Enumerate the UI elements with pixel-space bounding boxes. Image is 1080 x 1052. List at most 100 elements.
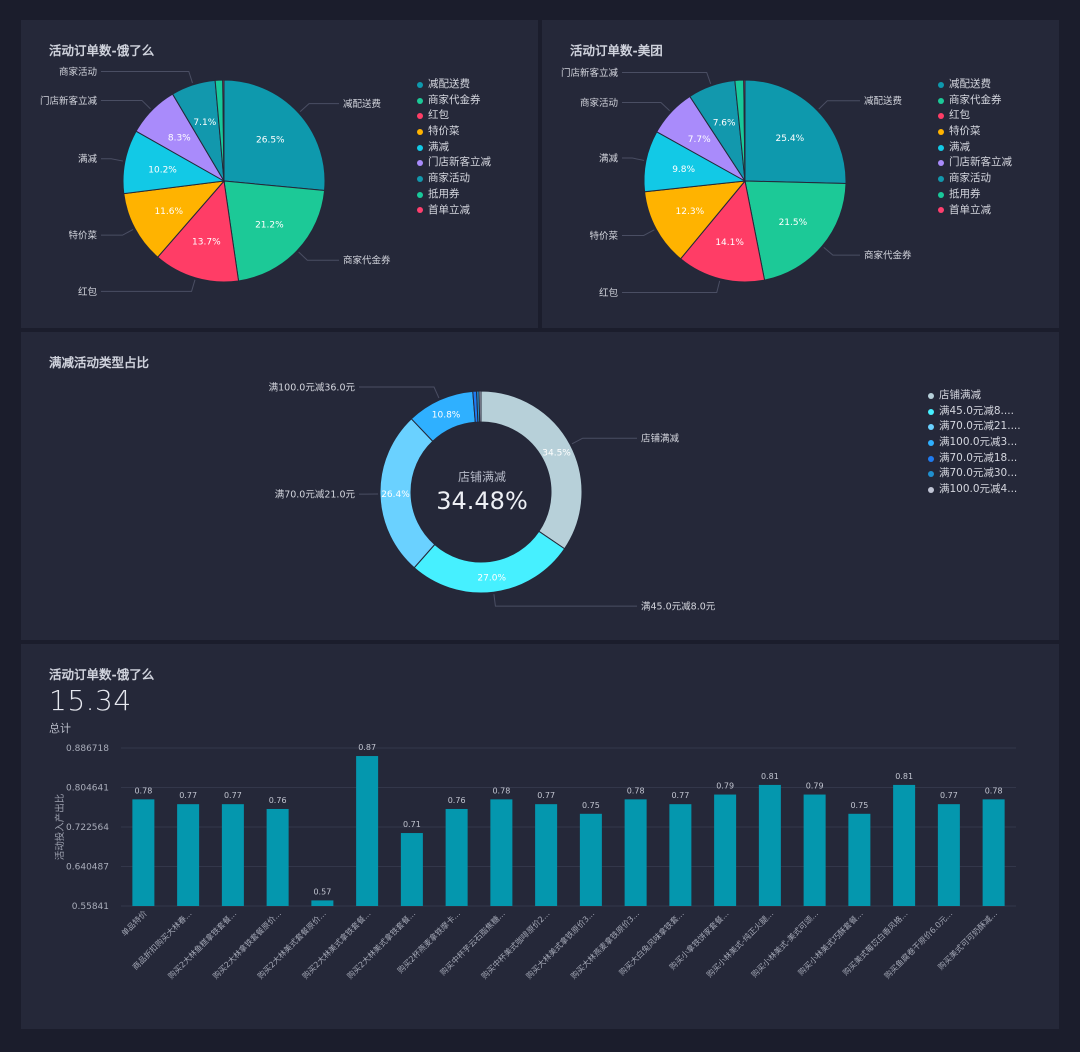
slice-value-label: 27.0% (477, 573, 506, 583)
bar (177, 804, 200, 906)
legend-item[interactable]: 红包 (938, 108, 1012, 124)
legend-item[interactable]: 商家活动 (938, 171, 1012, 187)
legend-label: 门店新客立减 (949, 156, 1012, 169)
slice-value-label: 25.4% (776, 134, 805, 144)
slice-category-label: 特价菜 (589, 230, 618, 242)
panel-eleme-pie: 活动订单数-饿了么 26.5% 减配送费 21.2% 商家代金券 13.7% 红包 11.6… (21, 20, 538, 328)
bar (266, 808, 289, 906)
label-leader-line (823, 247, 860, 256)
pie-slice (679, 179, 766, 283)
bar (356, 756, 379, 906)
legend-label: 满70.0元减30... (939, 467, 1018, 480)
bar-value-label: 0.77 (224, 791, 242, 800)
legend-item[interactable]: 满减 (417, 140, 491, 156)
label-leader-line (622, 157, 645, 161)
legend-item[interactable]: 抵用券 (417, 187, 491, 203)
legend-marker (938, 207, 944, 214)
label-leader-line (622, 102, 671, 112)
legend-item[interactable]: 满70.0元减30... (928, 466, 1021, 482)
legend-item[interactable]: 满70.0元减18... (928, 451, 1021, 467)
legend-marker (417, 191, 423, 198)
bar-value-label: 0.75 (582, 801, 600, 810)
bar (758, 784, 781, 906)
legend-label: 红包 (949, 109, 970, 122)
legend-marker (417, 207, 423, 214)
legend-label: 门店新客立减 (428, 156, 491, 169)
panel-title: 活动订单数-美团 (570, 43, 663, 58)
y-tick-label: 0.640487 (66, 863, 109, 873)
legend-label: 满70.0元减18... (939, 451, 1018, 464)
legend-item[interactable]: 特价菜 (938, 124, 1012, 140)
legend-label: 减配送费 (949, 78, 991, 90)
bar-value-label: 0.76 (269, 796, 287, 805)
legend-marker (928, 424, 934, 431)
legend-marker (928, 392, 934, 399)
slice-category-label: 满减 (599, 153, 619, 165)
legend-label: 特价菜 (428, 125, 460, 138)
legend-item[interactable]: 红包 (417, 108, 491, 124)
slice-category-label: 红包 (78, 286, 98, 298)
bar (669, 804, 692, 906)
legend-marker (938, 128, 944, 135)
legend-item[interactable]: 特价菜 (417, 124, 491, 140)
legend-item[interactable]: 抵用券 (938, 187, 1012, 203)
legend-marker (417, 128, 423, 135)
bar-value-label: 0.71 (403, 820, 421, 829)
legend-item[interactable]: 满100.0元减3... (928, 435, 1021, 451)
slice-value-label: 26.5% (256, 135, 285, 145)
bar (579, 813, 602, 906)
legend-marker (938, 160, 944, 167)
pie-slice (743, 79, 746, 182)
y-tick-label: 0.804641 (66, 784, 109, 794)
slice-category-label: 商家代金券 (343, 255, 391, 267)
pie-slice (478, 390, 482, 423)
legend-item[interactable]: 减配送费 (938, 77, 1012, 93)
legend-item[interactable]: 满70.0元减21.... (928, 419, 1021, 435)
bar (803, 794, 826, 906)
bar-value-label: 0.57 (313, 887, 331, 896)
legend-item[interactable]: 商家代金券 (417, 93, 491, 109)
pie-slice (223, 79, 326, 192)
slice-category-label: 店铺满减 (641, 433, 680, 445)
legend-label: 满减 (949, 140, 970, 153)
legend-item[interactable]: 商家活动 (417, 171, 491, 187)
pie-slice (744, 180, 847, 281)
slice-value-label: 12.3% (676, 207, 705, 217)
bar (311, 900, 334, 906)
bar-value-label: 0.77 (940, 791, 958, 800)
slice-value-label: 7.6% (713, 118, 736, 128)
y-tick-label: 0.886718 (66, 744, 109, 754)
legend-item[interactable]: 商家代金券 (938, 93, 1012, 109)
x-tick-label: 单品特价 (119, 908, 149, 938)
legend-item[interactable]: 满100.0元减4... (928, 482, 1021, 498)
bar (714, 794, 737, 906)
slice-value-label: 7.7% (688, 135, 711, 145)
legend-item[interactable]: 减配送费 (417, 77, 491, 93)
panel-meituan-pie: 活动订单数-美团 25.4% 减配送费 21.5% 商家代金券 14.1% 红包 12.3%… (542, 20, 1059, 328)
slice-value-label: 7.1% (193, 118, 216, 128)
panel-fullreduce-donut: 满减活动类型占比 34.5% 店铺满减 27.0% 满45.0元减8.0元 26.4% 满… (21, 332, 1059, 640)
slice-category-label: 红包 (599, 287, 619, 299)
legend-item[interactable]: 门店新客立减 (938, 155, 1012, 171)
legend-item[interactable]: 满45.0元减8.... (928, 404, 1021, 420)
bar-value-label: 0.78 (134, 786, 152, 795)
slice-value-label: 11.6% (154, 207, 183, 217)
slice-value-label: 13.7% (192, 238, 221, 248)
legend-item[interactable]: 首单立减 (938, 203, 1012, 219)
pie-chart-meituan: 25.4% 减配送费 21.5% 商家代金券 14.1% 红包 12.3% 特价菜 9.8% 满减… (561, 67, 912, 299)
label-leader-line (101, 71, 193, 84)
legend-label: 抵用券 (949, 187, 981, 200)
bar-chart: 0.886718 0.804641 0.722564 0.640487 0.55841 活… (54, 743, 1016, 981)
legend-item[interactable]: 首单立减 (417, 203, 491, 219)
legend-item[interactable]: 满减 (938, 140, 1012, 156)
bar-value-label: 0.77 (671, 791, 689, 800)
legend-item[interactable]: 门店新客立减 (417, 155, 491, 171)
legend-item[interactable]: 店铺满减 (928, 388, 1021, 404)
panel-bar-chart: 活动订单数-饿了么 15.34 总计 0.886718 0.804641 0.722… (21, 644, 1059, 1029)
legend-marker (928, 408, 934, 415)
bar (982, 799, 1005, 906)
legend-label: 红包 (428, 109, 449, 122)
legend-marker (928, 486, 934, 493)
slice-category-label: 满45.0元减8.0元 (641, 601, 716, 613)
donut-center: 店铺满减 34.48% (402, 468, 562, 515)
